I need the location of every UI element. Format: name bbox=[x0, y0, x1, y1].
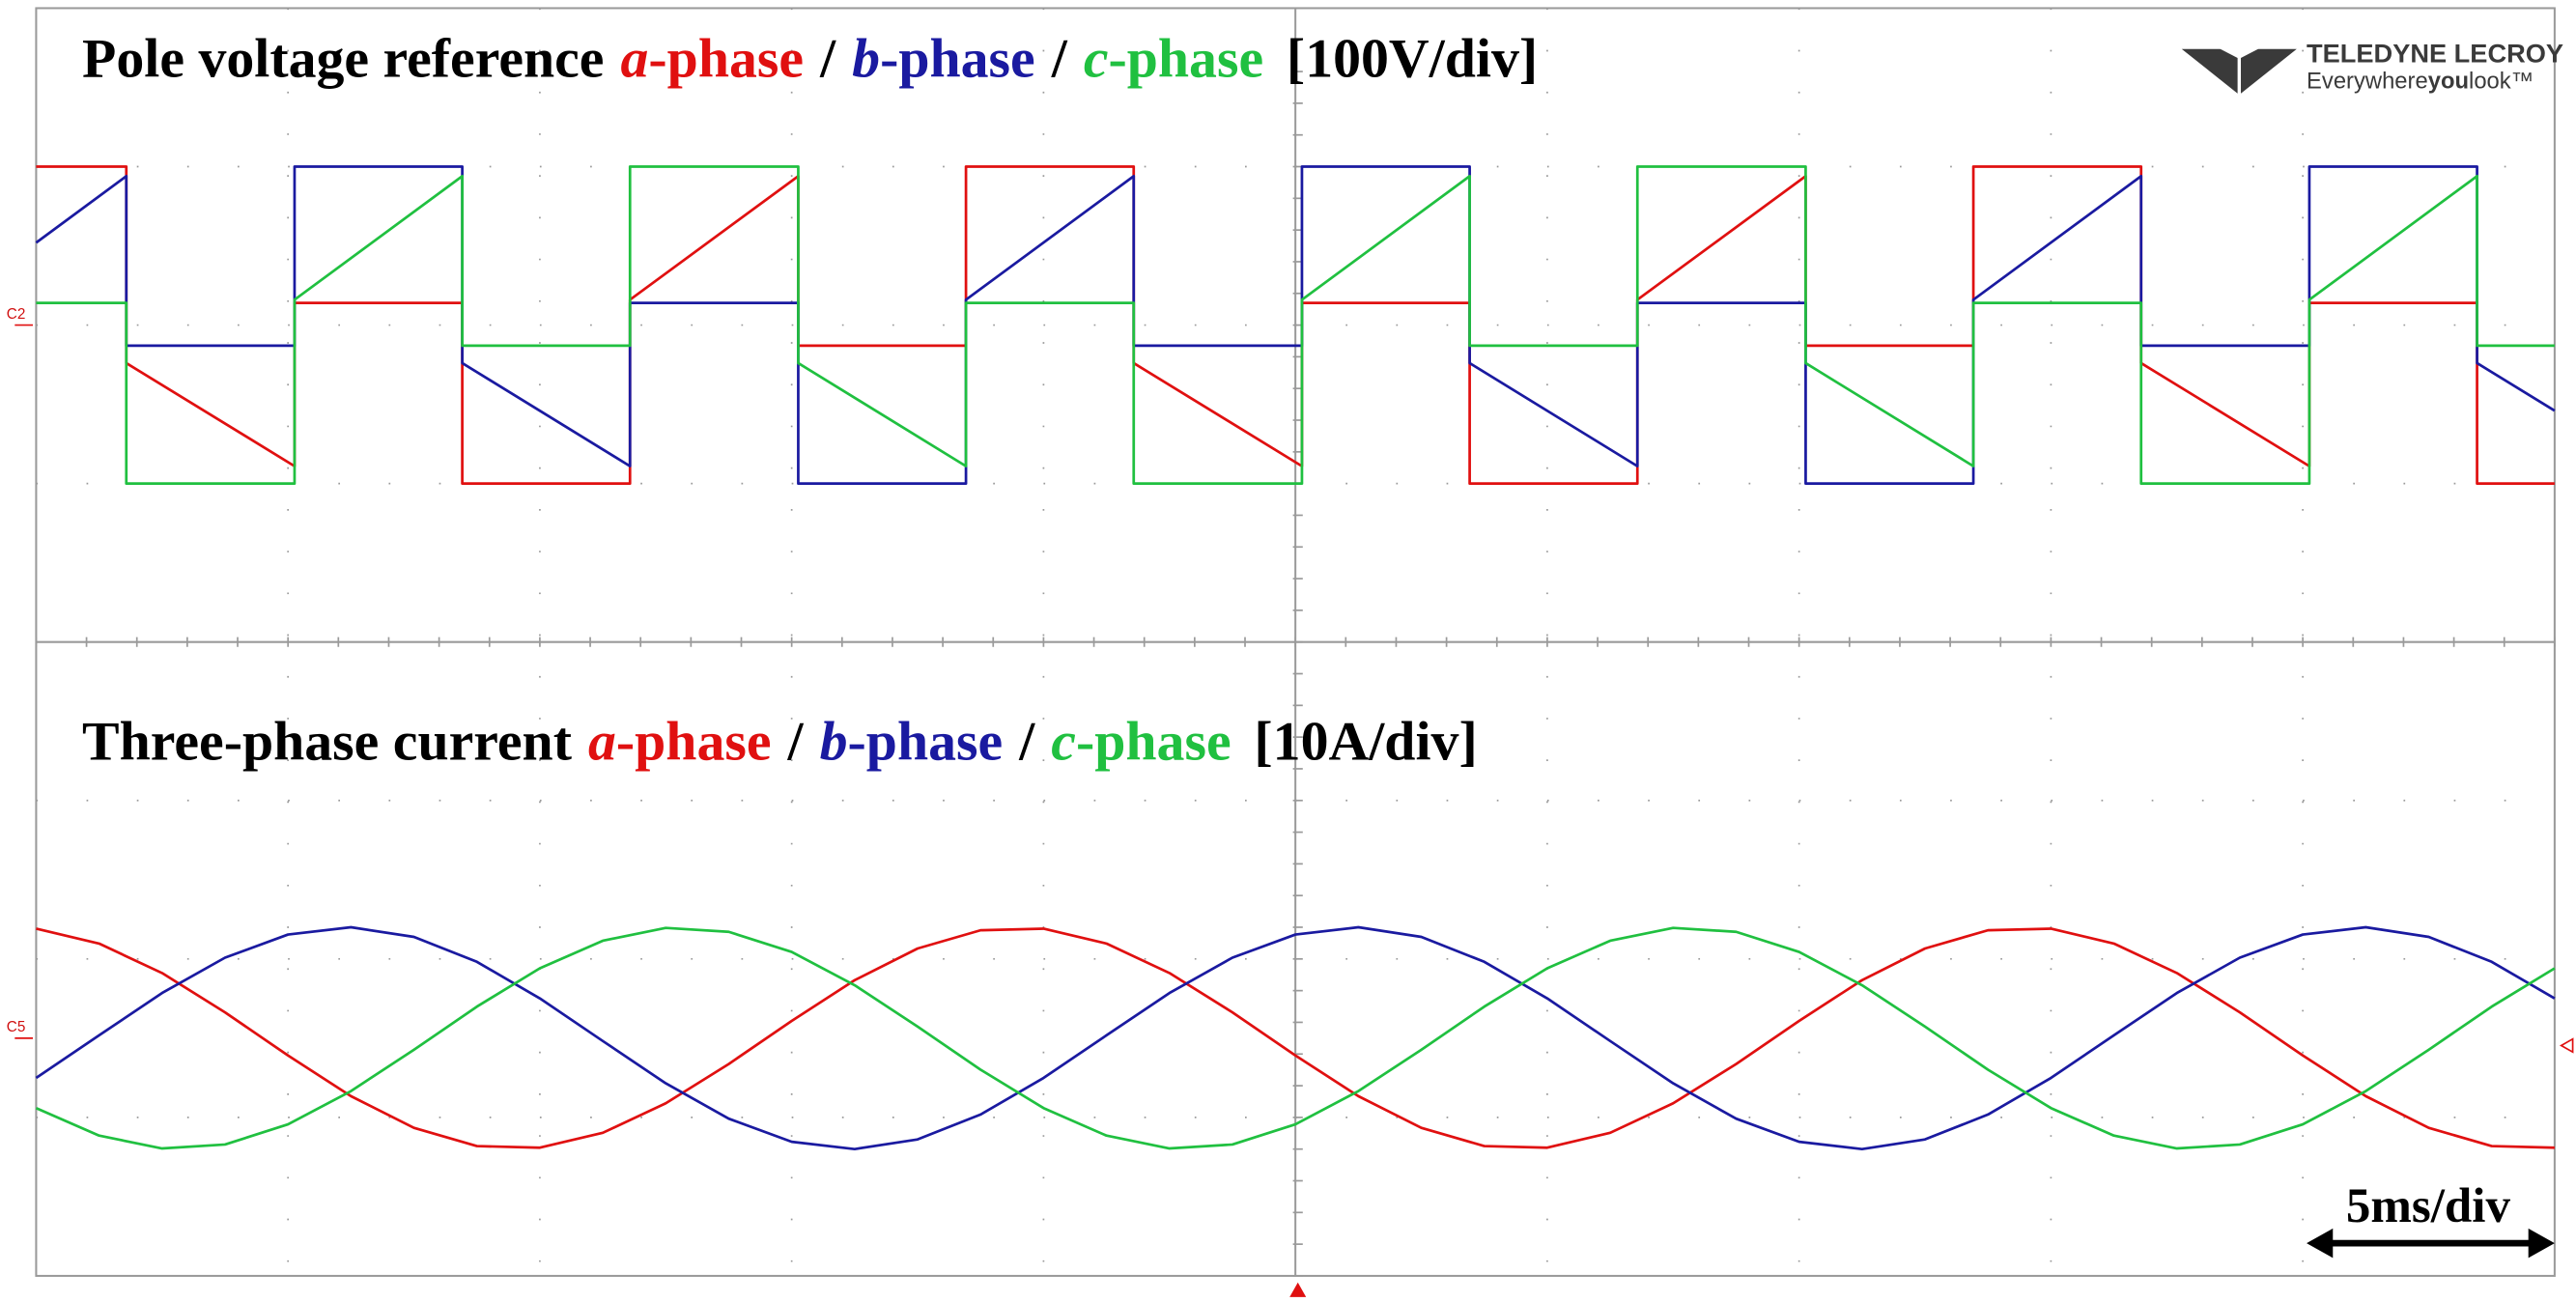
trigger-marker bbox=[1289, 1282, 1307, 1297]
panel-title: Pole voltage reference a-phase / b-phase / c-… bbox=[82, 29, 1538, 90]
logo: TELEDYNE LECROY Everywhereyoulook™ bbox=[2181, 38, 2563, 96]
separator: / bbox=[787, 712, 805, 773]
trace bbox=[35, 925, 2556, 1151]
time-scale: 5ms/div bbox=[2307, 1179, 2555, 1259]
logo-tagline-part: Everywhere bbox=[2307, 69, 2428, 94]
time-scale-arrowhead bbox=[2528, 1228, 2555, 1259]
channel-label: C5 bbox=[7, 1019, 26, 1035]
offset-marker bbox=[2559, 1037, 2574, 1054]
legend-entry: b-phase bbox=[852, 29, 1035, 90]
legend-entry: b-phase bbox=[820, 712, 1004, 773]
logo-brand: TELEDYNE LECROY bbox=[2307, 38, 2563, 68]
logo-tagline-part: look™ bbox=[2469, 69, 2534, 94]
scale-label: [100V/div] bbox=[1287, 29, 1538, 90]
time-scale-label: 5ms/div bbox=[2346, 1179, 2511, 1233]
separator: / bbox=[1051, 29, 1068, 90]
legend-entry: c-phase bbox=[1051, 712, 1231, 773]
channel-label: C2 bbox=[7, 306, 26, 323]
title-text: Three-phase current bbox=[82, 712, 572, 773]
legend-entry: a-phase bbox=[588, 712, 772, 773]
scale-label: [10A/div] bbox=[1254, 712, 1477, 773]
title-text: Pole voltage reference bbox=[82, 29, 604, 90]
separator: / bbox=[1018, 712, 1035, 773]
legend-entry: a-phase bbox=[621, 29, 805, 90]
logo-tagline-part: you bbox=[2428, 69, 2469, 94]
panel-title: Three-phase current a-phase / b-phase / c-pha… bbox=[82, 712, 1478, 773]
logo-tagline: Everywhereyoulook™ bbox=[2307, 69, 2534, 94]
trace bbox=[36, 927, 2555, 1149]
traces bbox=[35, 165, 2556, 1151]
trace bbox=[36, 165, 2555, 485]
trace bbox=[35, 926, 2556, 1150]
legend-entry: c-phase bbox=[1084, 29, 1263, 90]
separator: / bbox=[819, 29, 836, 90]
time-scale-arrowhead bbox=[2307, 1228, 2334, 1259]
